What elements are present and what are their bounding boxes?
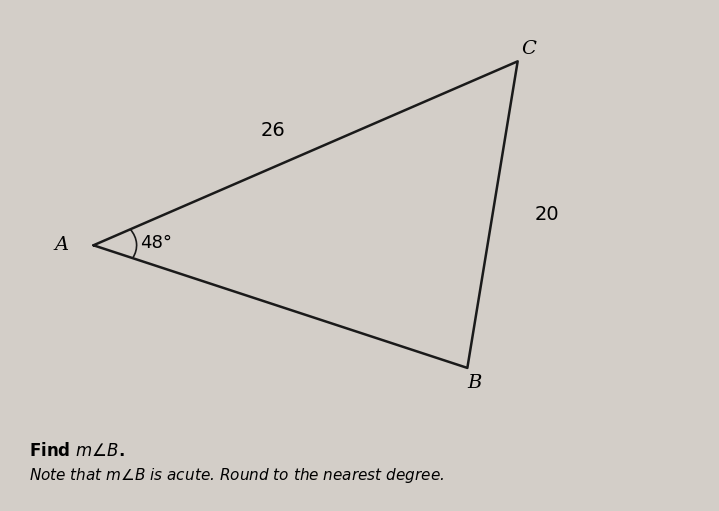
Text: Note that $m\angle B$ is acute. Round to the nearest degree.: Note that $m\angle B$ is acute. Round to… bbox=[29, 467, 444, 485]
Text: 26: 26 bbox=[261, 121, 285, 140]
Text: 48°: 48° bbox=[140, 234, 173, 252]
Text: B: B bbox=[467, 374, 482, 392]
Text: C: C bbox=[521, 39, 536, 58]
Text: 20: 20 bbox=[534, 205, 559, 224]
Text: A: A bbox=[54, 236, 68, 254]
Text: Find $m\angle B$.: Find $m\angle B$. bbox=[29, 442, 124, 460]
